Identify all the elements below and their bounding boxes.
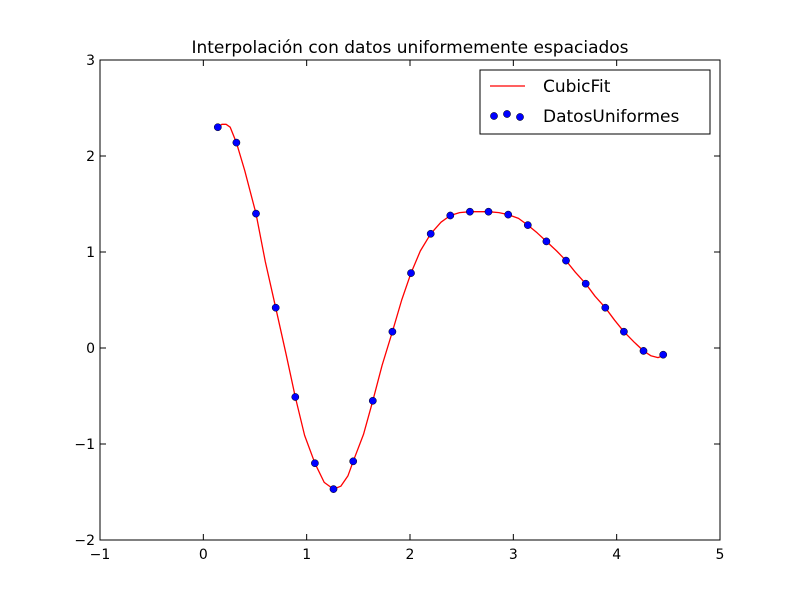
data-point xyxy=(271,303,280,312)
data-point xyxy=(466,207,474,216)
y-tick-label: 1 xyxy=(86,245,95,261)
y-tick-label: 2 xyxy=(86,149,95,165)
y-tick-label: −2 xyxy=(74,533,95,549)
data-point xyxy=(639,347,648,355)
plot-area xyxy=(213,123,668,493)
data-point xyxy=(232,138,241,147)
x-tick-label: −1 xyxy=(90,547,111,563)
data-point xyxy=(542,237,551,246)
legend-label-datosuniformes: DatosUniformes xyxy=(543,107,679,127)
legend-marker-1 xyxy=(490,112,498,120)
data-point xyxy=(291,393,300,401)
data-point xyxy=(504,210,513,219)
data-point xyxy=(659,350,668,359)
x-tick-label: 4 xyxy=(612,547,621,563)
data-point xyxy=(581,279,590,288)
x-tick-label: 0 xyxy=(199,547,208,563)
data-point xyxy=(620,327,628,336)
data-point xyxy=(213,123,222,132)
data-point xyxy=(329,485,338,493)
data-point xyxy=(349,457,358,466)
legend: CubicFit DatosUniformes xyxy=(479,69,711,135)
data-point xyxy=(523,221,532,229)
legend-label-cubicfit: CubicFit xyxy=(543,77,611,97)
data-point xyxy=(252,209,260,218)
data-point xyxy=(311,459,319,468)
x-tick-label: 2 xyxy=(406,547,415,563)
data-point xyxy=(407,269,415,277)
y-tick-label: −1 xyxy=(74,437,95,453)
data-point xyxy=(446,211,455,220)
data-point xyxy=(426,229,435,238)
data-point xyxy=(368,396,377,405)
data-point xyxy=(484,207,493,216)
legend-marker-2 xyxy=(503,110,511,118)
y-tick-label: 0 xyxy=(86,341,95,357)
x-tick-label: 1 xyxy=(302,547,311,563)
x-tick-label: 5 xyxy=(716,547,725,563)
data-point xyxy=(388,327,397,336)
legend-box xyxy=(479,69,711,135)
x-tick-label: 3 xyxy=(509,547,518,563)
legend-marker-3 xyxy=(516,113,524,121)
y-tick-label: 3 xyxy=(86,53,95,69)
data-point xyxy=(601,303,610,312)
data-point xyxy=(562,256,570,265)
chart-title: Interpolación con datos uniformemente es… xyxy=(191,38,628,58)
